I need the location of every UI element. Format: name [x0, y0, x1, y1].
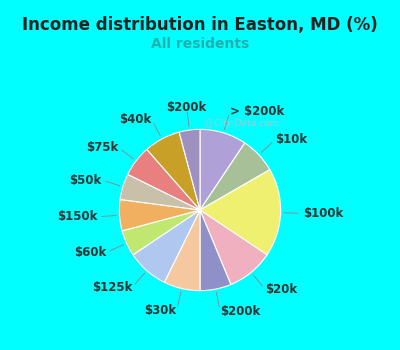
Wedge shape: [200, 143, 270, 210]
Text: $20k: $20k: [265, 283, 298, 296]
Text: $125k: $125k: [92, 281, 132, 294]
Text: $150k: $150k: [57, 210, 97, 223]
Wedge shape: [122, 210, 200, 255]
Wedge shape: [200, 210, 231, 290]
Text: $75k: $75k: [86, 141, 118, 154]
Text: $50k: $50k: [69, 174, 101, 187]
Text: Income distribution in Easton, MD (%): Income distribution in Easton, MD (%): [22, 16, 378, 34]
Text: ⓘ City-Data.com: ⓘ City-Data.com: [206, 119, 279, 128]
Wedge shape: [200, 210, 267, 285]
Wedge shape: [128, 149, 200, 210]
Text: $200k: $200k: [220, 304, 260, 317]
Wedge shape: [147, 132, 200, 210]
Wedge shape: [164, 210, 200, 290]
Text: $10k: $10k: [275, 133, 307, 146]
Text: All residents: All residents: [151, 37, 249, 51]
Text: $100k: $100k: [303, 207, 343, 220]
Wedge shape: [119, 199, 200, 231]
Text: > $200k: > $200k: [230, 105, 284, 118]
Wedge shape: [200, 130, 245, 210]
Text: $200k: $200k: [166, 102, 207, 114]
Wedge shape: [179, 130, 200, 210]
Wedge shape: [120, 174, 200, 210]
Wedge shape: [133, 210, 200, 282]
Text: $60k: $60k: [74, 246, 106, 259]
Text: $30k: $30k: [144, 304, 177, 317]
Wedge shape: [200, 170, 281, 255]
Text: $40k: $40k: [119, 113, 152, 126]
